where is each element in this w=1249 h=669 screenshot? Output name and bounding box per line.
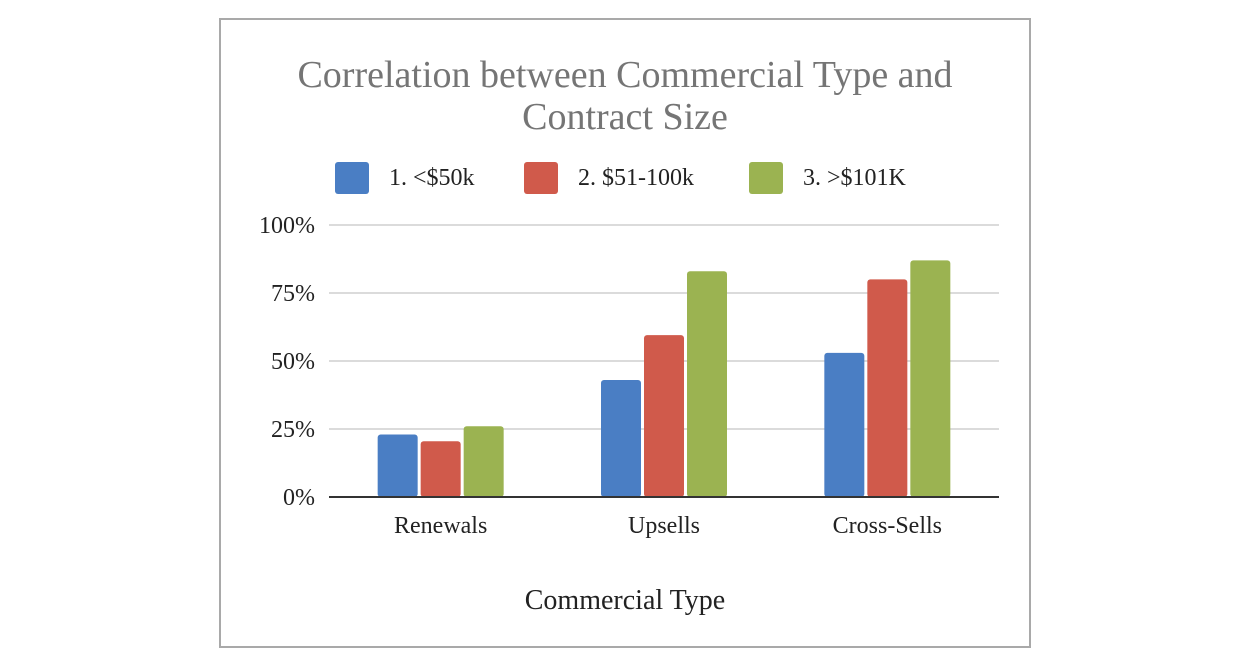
x-tick-label: Cross-Sells <box>833 513 942 539</box>
bar <box>644 335 684 497</box>
chart-container: Correlation between Commercial Type and … <box>219 18 1031 648</box>
bar <box>910 260 951 497</box>
x-tick-label: Renewals <box>394 513 487 539</box>
x-tick-label: Upsells <box>628 513 700 539</box>
bar <box>687 271 727 497</box>
legend-swatch-series-1 <box>335 162 369 194</box>
legend-swatch-series-2 <box>524 162 558 194</box>
chart-title-line-2: Contract Size <box>522 96 728 138</box>
bar <box>824 352 865 497</box>
bar <box>867 279 908 497</box>
chart-legend: 1. <$50k 2. $51-100k 3. >$101K <box>221 162 1029 194</box>
legend-label-series-2: 2. $51-100k <box>578 165 694 191</box>
legend-label-series-3: 3. >$101K <box>803 165 906 191</box>
y-tick-label: 75% <box>271 281 315 307</box>
y-tick-label: 0% <box>283 485 315 511</box>
bar <box>420 441 461 497</box>
chart-title-line-1: Correlation between Commercial Type and <box>297 54 953 96</box>
bar <box>377 434 418 497</box>
bar <box>601 380 641 497</box>
legend-swatch-series-3 <box>749 162 783 194</box>
bar <box>463 426 504 497</box>
legend-label-series-1: 1. <$50k <box>389 165 475 191</box>
plot-area: 0% 25% 50% 75% 100% Renewals Upsells Cross-Sell… <box>259 213 999 539</box>
y-tick-label: 100% <box>259 213 315 239</box>
x-axis-title: Commercial Type <box>524 585 726 616</box>
y-tick-label: 25% <box>271 417 315 443</box>
y-tick-label: 50% <box>271 349 315 375</box>
